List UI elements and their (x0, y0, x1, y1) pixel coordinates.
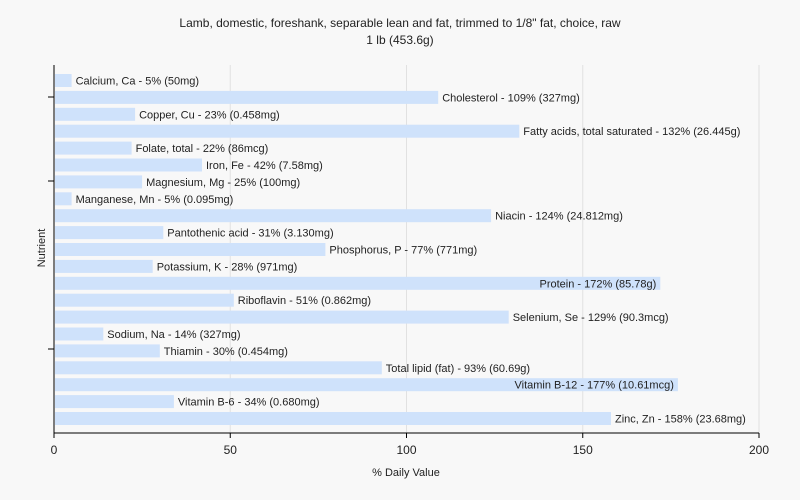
bar-label: Phosphorus, P - 77% (771mg) (329, 245, 477, 257)
bar-label: Copper, Cu - 23% (0.458mg) (139, 109, 280, 121)
chart-subtitle: 1 lb (453.6g) (366, 33, 433, 47)
bar-label: Protein - 172% (85.78g) (540, 278, 657, 290)
bar-label: Calcium, Ca - 5% (50mg) (76, 76, 199, 88)
x-axis-title: % Daily Value (372, 467, 440, 479)
bar (55, 276, 661, 290)
bar-label: Vitamin B-6 - 34% (0.680mg) (178, 397, 320, 409)
bar-label: Thiamin - 30% (0.454mg) (164, 346, 288, 358)
bar-label: Potassium, K - 28% (971mg) (157, 261, 298, 273)
x-tick-label: 50 (224, 443, 238, 457)
bar (55, 293, 234, 307)
bar (55, 158, 202, 172)
x-tick-label: 150 (573, 443, 593, 457)
bar (55, 141, 132, 155)
bar (55, 90, 439, 104)
bar-label: Total lipid (fat) - 93% (60.69g) (386, 363, 530, 375)
bar (55, 259, 153, 273)
axes-group: 0 50 100 150 200 (48, 65, 769, 457)
bar (55, 209, 492, 223)
bar (55, 378, 678, 392)
x-tick-label: 200 (749, 443, 769, 457)
bar (55, 327, 104, 341)
bar-label: Manganese, Mn - 5% (0.095mg) (76, 194, 234, 206)
bar-label: Niacin - 124% (24.812mg) (495, 211, 623, 223)
x-tick-label: 0 (51, 443, 58, 457)
chart-title: Lamb, domestic, foreshank, separable lea… (179, 16, 620, 30)
bar-label: Vitamin B-12 - 177% (10.61mcg) (515, 380, 674, 392)
bar (55, 175, 143, 189)
bar-label: Selenium, Se - 129% (90.3mcg) (513, 312, 669, 324)
bar-label: Fatty acids, total saturated - 132% (26.… (523, 126, 740, 138)
bar (55, 243, 326, 256)
bar-label: Pantothenic acid - 31% (3.130mg) (167, 228, 333, 240)
bar-label: Magnesium, Mg - 25% (100mg) (146, 177, 300, 189)
y-axis-title: Nutrient (36, 229, 48, 268)
bar-label: Sodium, Na - 14% (327mg) (107, 329, 240, 341)
bar (55, 226, 164, 240)
bar (55, 124, 520, 138)
bars-group: Calcium, Ca - 5% (50mg) Cholesterol - 109… (55, 74, 746, 426)
bar (55, 395, 174, 409)
bar (55, 74, 72, 87)
bar-label: Folate, total - 22% (86mcg) (136, 143, 269, 155)
bar-label: Zinc, Zn - 158% (23.68mg) (615, 414, 746, 426)
bar (55, 344, 160, 358)
bar (55, 107, 136, 121)
bar (55, 310, 509, 324)
bar-label: Cholesterol - 109% (327mg) (442, 92, 580, 104)
bar-label: Iron, Fe - 42% (7.58mg) (206, 160, 323, 172)
bar (55, 192, 72, 206)
x-tick-label: 100 (396, 443, 416, 457)
bar (55, 361, 382, 375)
bar (55, 412, 611, 425)
bar-label: Riboflavin - 51% (0.862mg) (238, 295, 371, 307)
